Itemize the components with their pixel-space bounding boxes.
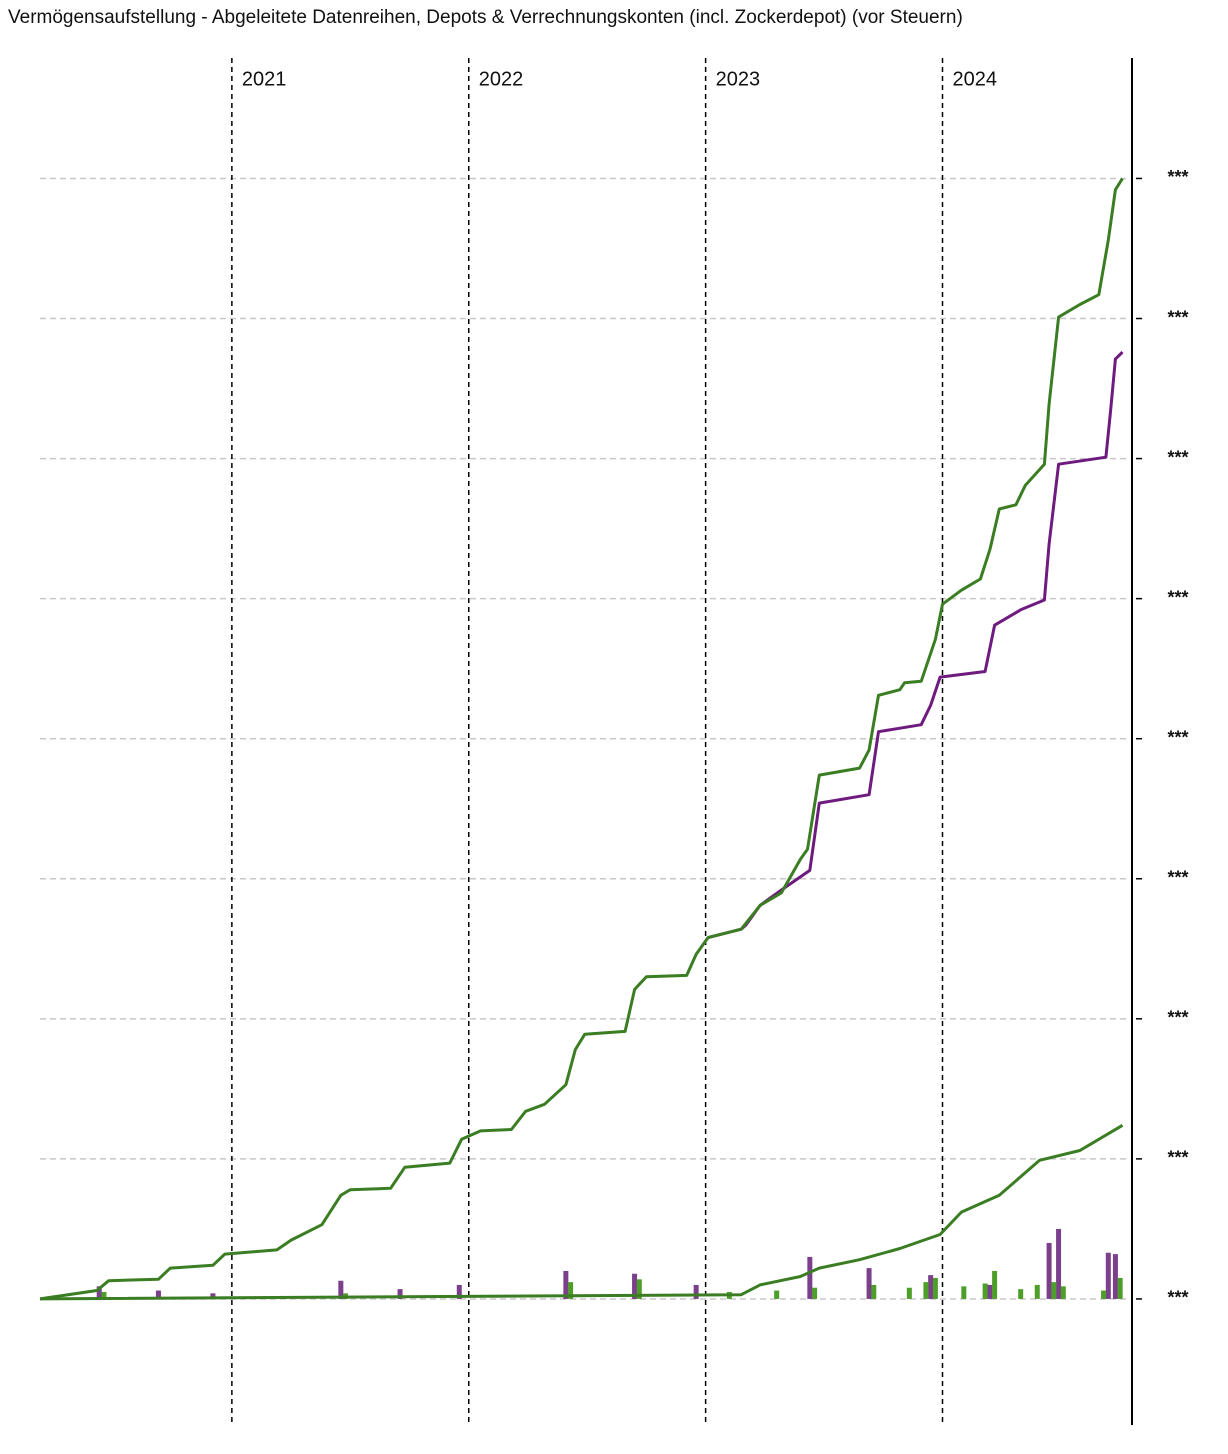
bar bbox=[563, 1270, 569, 1299]
bar bbox=[982, 1283, 988, 1299]
bar bbox=[96, 1286, 102, 1299]
bar bbox=[1112, 1254, 1118, 1299]
bar bbox=[1117, 1277, 1123, 1299]
bar bbox=[987, 1284, 993, 1299]
bar bbox=[923, 1282, 929, 1299]
bar bbox=[693, 1284, 699, 1299]
bar bbox=[932, 1277, 938, 1299]
bar bbox=[155, 1290, 161, 1299]
bar bbox=[1018, 1289, 1024, 1299]
line bbox=[707, 351, 1124, 940]
x-tick-label: 2023 bbox=[716, 68, 761, 90]
bar bbox=[992, 1270, 998, 1299]
bar bbox=[961, 1286, 967, 1299]
bar bbox=[1034, 1284, 1040, 1299]
bar bbox=[1101, 1290, 1107, 1299]
x-tick-label: 2021 bbox=[242, 68, 287, 90]
y-tick-label: *** bbox=[1167, 1008, 1188, 1028]
y-tick-label: *** bbox=[1167, 447, 1188, 467]
bar bbox=[871, 1284, 877, 1299]
bar bbox=[568, 1282, 574, 1299]
y-tick-label: *** bbox=[1167, 868, 1188, 888]
y-tick-label: *** bbox=[1167, 727, 1188, 747]
line bbox=[39, 177, 1124, 1301]
y-tick-label: *** bbox=[1167, 167, 1188, 187]
bar bbox=[928, 1275, 934, 1299]
bar bbox=[456, 1284, 462, 1299]
bar bbox=[397, 1289, 403, 1299]
bar bbox=[1051, 1282, 1057, 1299]
bar bbox=[210, 1293, 216, 1299]
bar bbox=[338, 1280, 344, 1299]
bar bbox=[1105, 1252, 1111, 1299]
bar bbox=[807, 1256, 813, 1299]
bar bbox=[1046, 1242, 1052, 1299]
bar bbox=[906, 1287, 912, 1299]
chart-title: Vermögensaufstellung - Abgeleitete Daten… bbox=[8, 7, 963, 28]
x-tick-label: 2024 bbox=[952, 68, 997, 90]
bar bbox=[1056, 1228, 1062, 1299]
bar bbox=[812, 1287, 818, 1299]
bar bbox=[101, 1291, 107, 1299]
y-tick-label: *** bbox=[1167, 1148, 1188, 1168]
y-tick-label: *** bbox=[1167, 307, 1188, 327]
y-tick-label: *** bbox=[1167, 1288, 1188, 1308]
bar bbox=[774, 1290, 780, 1299]
bar bbox=[1060, 1286, 1066, 1299]
bar bbox=[632, 1273, 638, 1299]
line bbox=[39, 1124, 1124, 1301]
x-tick-label: 2022 bbox=[479, 68, 524, 90]
bar bbox=[636, 1279, 642, 1299]
y-tick-label: *** bbox=[1167, 587, 1188, 607]
bar bbox=[866, 1268, 872, 1299]
